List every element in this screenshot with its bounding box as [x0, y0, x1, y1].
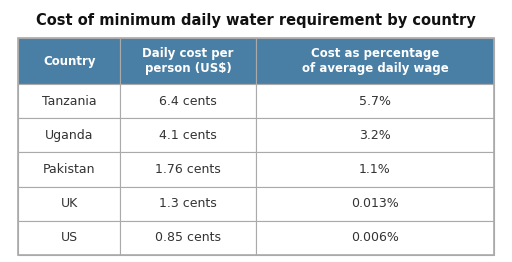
- Bar: [256, 84, 494, 118]
- Bar: [120, 187, 256, 221]
- Text: 3.2%: 3.2%: [359, 129, 391, 142]
- Text: 0.85 cents: 0.85 cents: [155, 231, 221, 244]
- Text: UK: UK: [60, 197, 78, 210]
- Bar: [120, 221, 256, 255]
- Text: Cost as percentage
of average daily wage: Cost as percentage of average daily wage: [302, 47, 449, 75]
- Bar: [18, 38, 494, 255]
- Text: 0.006%: 0.006%: [351, 231, 399, 244]
- Bar: [256, 187, 494, 221]
- Bar: [18, 38, 120, 84]
- Text: Country: Country: [43, 54, 95, 68]
- Bar: [18, 118, 120, 152]
- Bar: [18, 221, 120, 255]
- Text: 1.1%: 1.1%: [359, 163, 391, 176]
- Text: Cost of minimum daily water requirement by country: Cost of minimum daily water requirement …: [36, 14, 476, 29]
- Bar: [120, 152, 256, 187]
- Bar: [256, 152, 494, 187]
- Bar: [120, 118, 256, 152]
- Text: Uganda: Uganda: [45, 129, 93, 142]
- Text: 1.3 cents: 1.3 cents: [159, 197, 217, 210]
- Text: US: US: [60, 231, 78, 244]
- Text: Daily cost per
person (US$): Daily cost per person (US$): [142, 47, 234, 75]
- Text: 1.76 cents: 1.76 cents: [155, 163, 221, 176]
- Bar: [18, 84, 120, 118]
- Bar: [256, 221, 494, 255]
- Bar: [120, 84, 256, 118]
- Bar: [18, 187, 120, 221]
- Text: 0.013%: 0.013%: [351, 197, 399, 210]
- Text: 6.4 cents: 6.4 cents: [159, 95, 217, 108]
- Text: Pakistan: Pakistan: [43, 163, 95, 176]
- Bar: [256, 118, 494, 152]
- Text: Tanzania: Tanzania: [42, 95, 96, 108]
- Text: 5.7%: 5.7%: [359, 95, 391, 108]
- Text: 4.1 cents: 4.1 cents: [159, 129, 217, 142]
- Bar: [256, 38, 494, 84]
- Bar: [18, 152, 120, 187]
- Bar: [120, 38, 256, 84]
